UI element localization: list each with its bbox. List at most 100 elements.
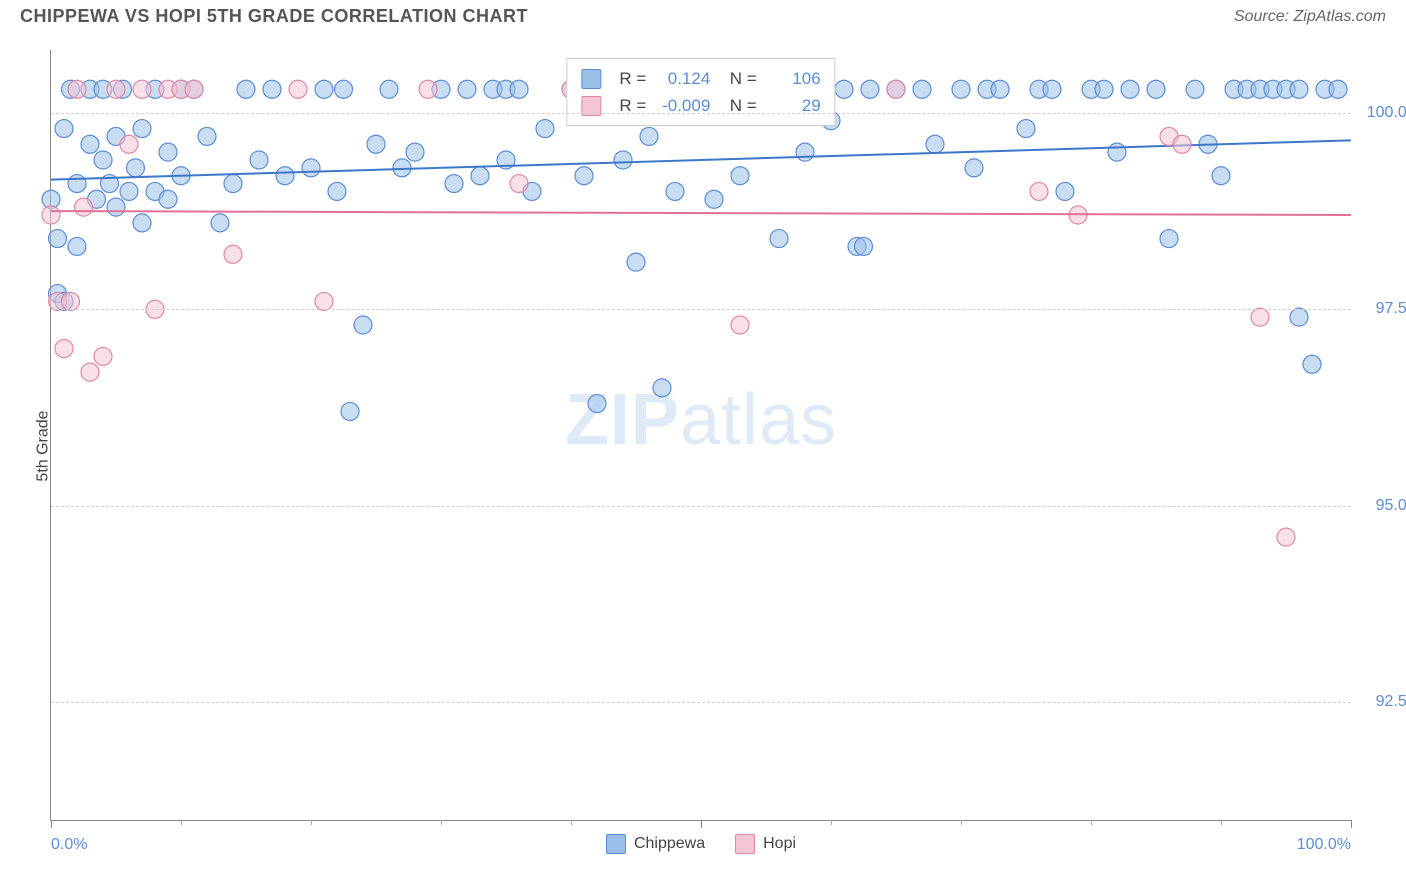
data-point: [1108, 143, 1126, 161]
data-point: [133, 80, 151, 98]
data-point: [341, 402, 359, 420]
data-point: [965, 159, 983, 177]
data-point: [861, 80, 879, 98]
data-point: [55, 120, 73, 138]
data-point: [536, 120, 554, 138]
data-point: [354, 316, 372, 334]
data-point: [1251, 308, 1269, 326]
data-point: [471, 167, 489, 185]
data-point: [1186, 80, 1204, 98]
legend-row: R =0.124 N =106: [581, 65, 820, 92]
data-point: [42, 206, 60, 224]
data-point: [335, 80, 353, 98]
data-point: [445, 175, 463, 193]
data-point: [68, 175, 86, 193]
data-point: [1290, 308, 1308, 326]
data-point: [419, 80, 437, 98]
data-point: [640, 127, 658, 145]
data-point: [75, 198, 93, 216]
ytick-label: 92.5%: [1376, 693, 1406, 711]
xtick-major: [1351, 820, 1352, 828]
data-point: [120, 135, 138, 153]
xtick-major: [701, 820, 702, 828]
legend-item-hopi: Hopi: [735, 834, 796, 854]
series-legend: Chippewa Hopi: [606, 834, 796, 854]
data-point: [55, 340, 73, 358]
gridline: [51, 309, 1351, 310]
xtick-minor: [1091, 820, 1092, 825]
data-point: [107, 80, 125, 98]
swatch-hopi: [735, 834, 755, 854]
chart-title: CHIPPEWA VS HOPI 5TH GRADE CORRELATION C…: [20, 6, 528, 27]
data-point: [1017, 120, 1035, 138]
xtick-minor: [831, 820, 832, 825]
data-point: [458, 80, 476, 98]
data-point: [575, 167, 593, 185]
data-point: [1303, 355, 1321, 373]
data-point: [1277, 528, 1295, 546]
data-point: [159, 143, 177, 161]
xtick-major: [51, 820, 52, 828]
data-point: [328, 182, 346, 200]
source-attribution: Source: ZipAtlas.com: [1234, 8, 1386, 26]
scatter-svg: [51, 50, 1351, 820]
data-point: [133, 120, 151, 138]
data-point: [1043, 80, 1061, 98]
data-point: [855, 237, 873, 255]
data-point: [510, 175, 528, 193]
swatch-icon: [581, 69, 601, 89]
data-point: [68, 237, 86, 255]
data-point: [49, 230, 67, 248]
y-axis-label: 5th Grade: [35, 410, 53, 481]
data-point: [1030, 182, 1048, 200]
data-point: [1160, 230, 1178, 248]
data-point: [224, 175, 242, 193]
trend-line: [51, 140, 1351, 179]
data-point: [1290, 80, 1308, 98]
data-point: [1095, 80, 1113, 98]
correlation-legend: R =0.124 N =106R =-0.009 N =29: [566, 58, 835, 126]
data-point: [62, 292, 80, 310]
data-point: [770, 230, 788, 248]
data-point: [926, 135, 944, 153]
plot-area: ZIPatlas R =0.124 N =106R =-0.009 N =29 …: [50, 50, 1351, 821]
data-point: [653, 379, 671, 397]
data-point: [250, 151, 268, 169]
data-point: [627, 253, 645, 271]
data-point: [159, 190, 177, 208]
data-point: [887, 80, 905, 98]
data-point: [991, 80, 1009, 98]
data-point: [94, 347, 112, 365]
data-point: [198, 127, 216, 145]
xtick-label: 0.0%: [51, 836, 87, 854]
data-point: [315, 80, 333, 98]
data-point: [120, 182, 138, 200]
data-point: [1056, 182, 1074, 200]
xtick-minor: [181, 820, 182, 825]
legend-item-chippewa: Chippewa: [606, 834, 705, 854]
data-point: [510, 80, 528, 98]
data-point: [1121, 80, 1139, 98]
data-point: [133, 214, 151, 232]
data-point: [913, 80, 931, 98]
data-point: [406, 143, 424, 161]
swatch-chippewa: [606, 834, 626, 854]
data-point: [731, 316, 749, 334]
data-point: [211, 214, 229, 232]
data-point: [94, 151, 112, 169]
data-point: [289, 80, 307, 98]
data-point: [952, 80, 970, 98]
ytick-label: 95.0%: [1376, 497, 1406, 515]
xtick-minor: [1221, 820, 1222, 825]
gridline: [51, 506, 1351, 507]
data-point: [666, 182, 684, 200]
data-point: [1329, 80, 1347, 98]
data-point: [224, 245, 242, 263]
data-point: [81, 135, 99, 153]
xtick-label: 100.0%: [1297, 836, 1351, 854]
data-point: [380, 80, 398, 98]
data-point: [237, 80, 255, 98]
data-point: [1173, 135, 1191, 153]
data-point: [796, 143, 814, 161]
data-point: [81, 363, 99, 381]
